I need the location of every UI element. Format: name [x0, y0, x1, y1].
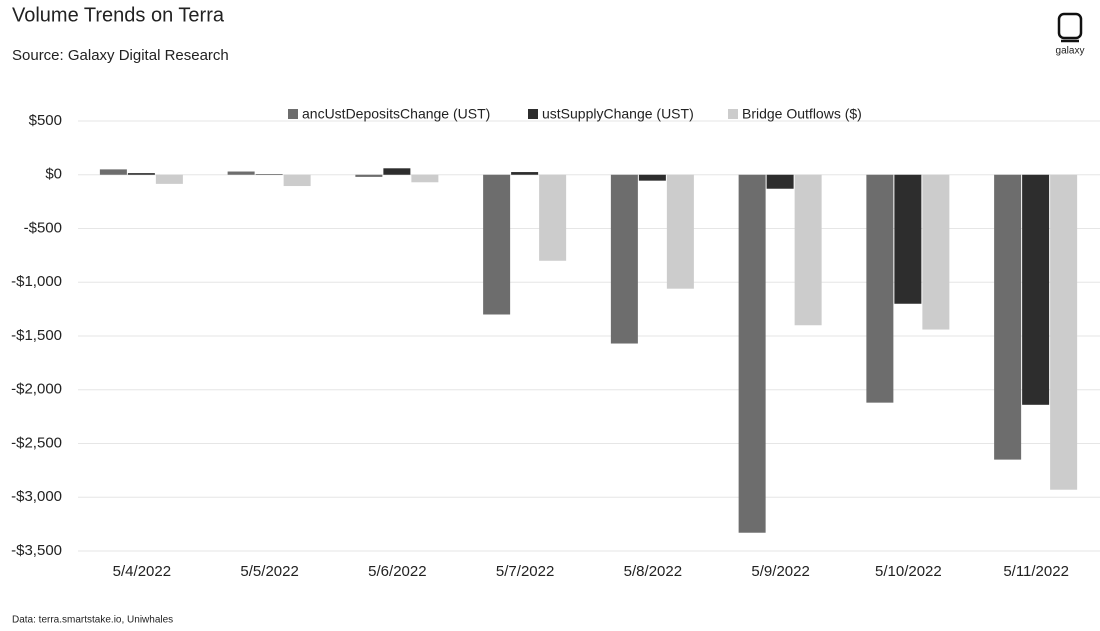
- bar: [794, 174, 822, 326]
- chart-title: Volume Trends on Terra: [12, 4, 225, 26]
- legend-label: ancUstDepositsChange (UST): [302, 106, 490, 122]
- x-tick-label: 5/4/2022: [113, 563, 171, 580]
- x-tick-label: 5/7/2022: [496, 563, 554, 580]
- bar: [99, 169, 127, 175]
- bar: [155, 174, 183, 184]
- y-tick-label: -$1,500: [11, 327, 62, 344]
- y-tick-label: -$2,500: [11, 434, 62, 451]
- footnote: Data: terra.smartstake.io, Uniwhales: [12, 615, 173, 626]
- legend-label: Bridge Outflows ($): [742, 106, 862, 122]
- bar: [922, 174, 950, 330]
- y-tick-label: $0: [45, 166, 62, 183]
- bar: [766, 174, 794, 189]
- bar: [638, 174, 666, 181]
- legend-swatch: [728, 109, 738, 119]
- y-tick-label: -$500: [24, 219, 62, 236]
- bar: [738, 174, 766, 533]
- bar: [666, 174, 694, 289]
- y-tick-label: -$1,000: [11, 273, 62, 290]
- bar: [894, 174, 922, 304]
- bar: [539, 174, 567, 261]
- bar: [994, 174, 1022, 460]
- bar: [483, 174, 511, 315]
- chart-subtitle: Source: Galaxy Digital Research: [12, 47, 229, 64]
- y-tick-label: -$2,000: [11, 381, 62, 398]
- x-tick-label: 5/6/2022: [368, 563, 426, 580]
- bar: [255, 174, 283, 175]
- legend-label: ustSupplyChange (UST): [542, 106, 694, 122]
- y-tick-label: -$3,500: [11, 542, 62, 559]
- bar: [355, 174, 383, 177]
- y-tick-label: -$3,000: [11, 488, 62, 505]
- logo-text: galaxy: [1056, 46, 1085, 57]
- bar: [1050, 174, 1078, 490]
- x-tick-label: 5/9/2022: [751, 563, 809, 580]
- y-tick-label: $500: [29, 112, 62, 129]
- x-tick-label: 5/11/2022: [1003, 563, 1069, 580]
- bar: [383, 168, 411, 175]
- bar: [1022, 174, 1050, 405]
- bar: [227, 171, 255, 175]
- bar: [283, 174, 311, 187]
- x-tick-label: 5/8/2022: [624, 563, 682, 580]
- bar: [511, 172, 539, 175]
- legend-swatch: [528, 109, 538, 119]
- bar: [866, 174, 894, 403]
- bar: [127, 173, 155, 175]
- logo-icon: [1057, 12, 1083, 40]
- legend-swatch: [288, 109, 298, 119]
- bar: [411, 174, 439, 183]
- bar: [610, 174, 638, 344]
- x-tick-label: 5/5/2022: [240, 563, 298, 580]
- x-tick-label: 5/10/2022: [875, 563, 942, 580]
